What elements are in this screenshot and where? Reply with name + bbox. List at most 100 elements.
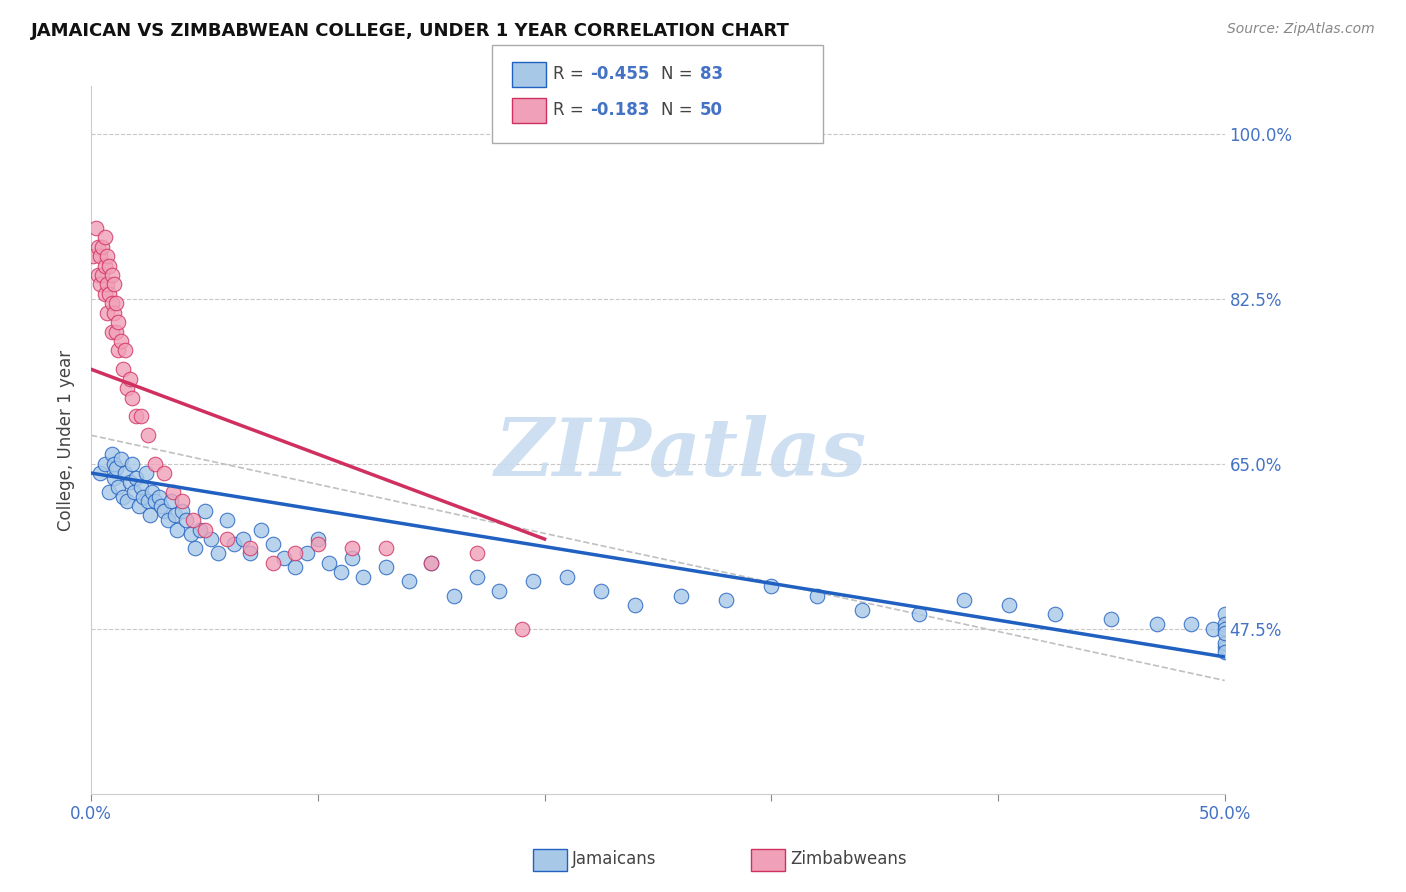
Point bbox=[200, 532, 222, 546]
Point bbox=[87, 240, 110, 254]
Point bbox=[100, 447, 122, 461]
Point bbox=[624, 598, 647, 612]
Point bbox=[118, 475, 141, 490]
Point bbox=[136, 494, 159, 508]
Point bbox=[117, 381, 139, 395]
Point bbox=[98, 286, 121, 301]
Point bbox=[307, 537, 329, 551]
Text: 83: 83 bbox=[700, 65, 723, 83]
Point bbox=[239, 541, 262, 556]
Point bbox=[82, 249, 104, 263]
Point bbox=[398, 574, 420, 589]
Point bbox=[170, 494, 193, 508]
Point bbox=[152, 466, 174, 480]
Point bbox=[110, 451, 132, 466]
Point bbox=[907, 607, 929, 622]
Point bbox=[103, 306, 125, 320]
Point bbox=[374, 560, 396, 574]
Point bbox=[107, 315, 129, 329]
Point bbox=[89, 249, 111, 263]
Point bbox=[510, 622, 533, 636]
Point bbox=[284, 546, 307, 560]
Point bbox=[128, 499, 150, 513]
Point bbox=[352, 570, 374, 584]
Point bbox=[1213, 640, 1236, 655]
Point bbox=[714, 593, 737, 607]
Point bbox=[111, 490, 134, 504]
Point bbox=[555, 570, 578, 584]
Point bbox=[96, 306, 118, 320]
Point bbox=[98, 484, 121, 499]
Point bbox=[103, 457, 125, 471]
Point bbox=[295, 546, 318, 560]
Point bbox=[100, 296, 122, 310]
Point bbox=[851, 603, 873, 617]
Point bbox=[105, 325, 128, 339]
Point bbox=[318, 556, 340, 570]
Point bbox=[180, 527, 202, 541]
Point bbox=[761, 579, 783, 593]
Point bbox=[273, 550, 295, 565]
Point bbox=[122, 484, 145, 499]
Point bbox=[522, 574, 544, 589]
Point bbox=[89, 277, 111, 292]
Point bbox=[163, 508, 186, 523]
Point bbox=[806, 589, 828, 603]
Point bbox=[125, 409, 148, 424]
Point bbox=[465, 570, 488, 584]
Point bbox=[107, 343, 129, 358]
Point bbox=[591, 583, 613, 598]
Text: JAMAICAN VS ZIMBABWEAN COLLEGE, UNDER 1 YEAR CORRELATION CHART: JAMAICAN VS ZIMBABWEAN COLLEGE, UNDER 1 … bbox=[31, 22, 790, 40]
Point bbox=[488, 583, 510, 598]
Point bbox=[114, 343, 136, 358]
Point bbox=[143, 457, 166, 471]
Point bbox=[420, 556, 443, 570]
Point bbox=[96, 277, 118, 292]
Point bbox=[121, 391, 143, 405]
Point bbox=[110, 334, 132, 348]
Point bbox=[162, 484, 184, 499]
Point bbox=[94, 457, 117, 471]
Point bbox=[1180, 616, 1202, 631]
Point bbox=[188, 523, 211, 537]
Point bbox=[217, 513, 239, 527]
Point bbox=[94, 286, 117, 301]
Point bbox=[100, 325, 122, 339]
Point bbox=[94, 230, 117, 244]
Point bbox=[1213, 622, 1236, 636]
Point bbox=[193, 504, 215, 518]
Point bbox=[340, 550, 363, 565]
Point bbox=[136, 428, 159, 442]
Point bbox=[217, 532, 239, 546]
Point bbox=[159, 494, 181, 508]
Point bbox=[170, 504, 193, 518]
Point bbox=[1213, 607, 1236, 622]
Point bbox=[143, 494, 166, 508]
Point bbox=[103, 277, 125, 292]
Text: N =: N = bbox=[661, 101, 697, 119]
Text: N =: N = bbox=[661, 65, 697, 83]
Point bbox=[141, 484, 163, 499]
Point bbox=[329, 565, 352, 579]
Point bbox=[107, 480, 129, 494]
Point bbox=[105, 461, 128, 475]
Text: 50: 50 bbox=[700, 101, 723, 119]
Point bbox=[1213, 626, 1236, 640]
Text: -0.183: -0.183 bbox=[591, 101, 650, 119]
Point bbox=[150, 499, 173, 513]
Point bbox=[100, 268, 122, 282]
Point bbox=[157, 513, 180, 527]
Point bbox=[262, 556, 284, 570]
Text: Zimbabweans: Zimbabweans bbox=[790, 850, 907, 868]
Point bbox=[1202, 622, 1225, 636]
Text: R =: R = bbox=[553, 65, 589, 83]
Point bbox=[139, 508, 162, 523]
Point bbox=[1146, 616, 1168, 631]
Text: ZIPatlas: ZIPatlas bbox=[495, 416, 866, 493]
Y-axis label: College, Under 1 year: College, Under 1 year bbox=[58, 350, 75, 531]
Point bbox=[1213, 616, 1236, 631]
Point bbox=[105, 296, 128, 310]
Point bbox=[184, 541, 207, 556]
Point bbox=[181, 513, 204, 527]
Point bbox=[669, 589, 692, 603]
